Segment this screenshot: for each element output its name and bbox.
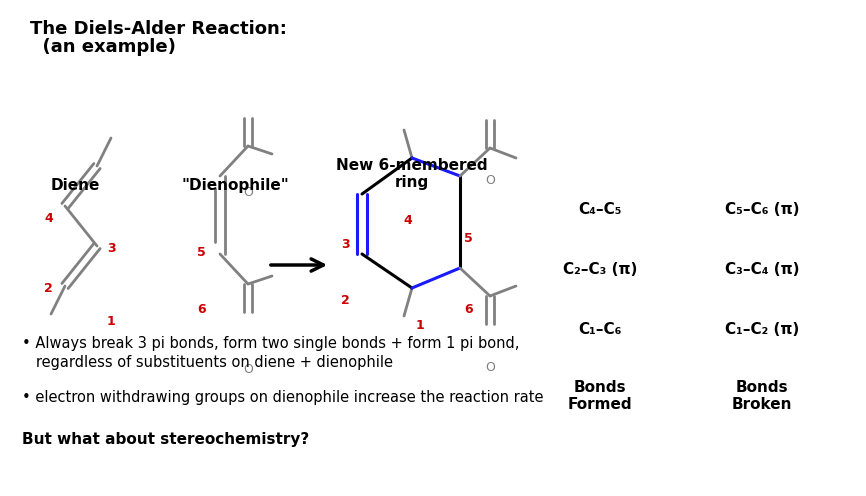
Text: 5: 5: [464, 232, 473, 245]
Text: C₁–C₂ (π): C₁–C₂ (π): [725, 322, 799, 337]
Text: Bonds
Formed: Bonds Formed: [568, 380, 632, 412]
Text: C₂–C₃ (π): C₂–C₃ (π): [563, 262, 637, 277]
Text: 6: 6: [464, 303, 473, 316]
Text: C₃–C₄ (π): C₃–C₄ (π): [725, 262, 799, 277]
Text: 3: 3: [107, 243, 116, 255]
Text: • electron withdrawing groups on dienophile increase the reaction rate: • electron withdrawing groups on dienoph…: [22, 390, 544, 405]
Text: 5: 5: [197, 246, 206, 259]
Text: C₅–C₆ (π): C₅–C₆ (π): [725, 202, 799, 218]
Text: The Diels-Alder Reaction:: The Diels-Alder Reaction:: [30, 20, 287, 38]
Text: C₁–C₆: C₁–C₆: [578, 322, 622, 337]
Text: (an example): (an example): [30, 38, 176, 56]
Text: 4: 4: [44, 212, 53, 225]
Text: 2: 2: [44, 283, 53, 296]
Text: Diene: Diene: [50, 178, 100, 193]
Text: • Always break 3 pi bonds, form two single bonds + form 1 pi bond,: • Always break 3 pi bonds, form two sing…: [22, 336, 520, 351]
Text: 6: 6: [197, 303, 206, 316]
Text: New 6-membered
ring: New 6-membered ring: [336, 158, 488, 190]
Text: "Dienophile": "Dienophile": [181, 178, 289, 193]
Text: regardless of substituents on diene + dienophile: regardless of substituents on diene + di…: [22, 355, 393, 370]
Text: C₄–C₅: C₄–C₅: [578, 202, 622, 218]
Text: But what about stereochemistry?: But what about stereochemistry?: [22, 432, 309, 447]
Text: 4: 4: [404, 214, 412, 227]
Text: O: O: [485, 174, 495, 187]
Text: Bonds
Broken: Bonds Broken: [732, 380, 792, 412]
Text: 3: 3: [341, 238, 350, 250]
Text: 1: 1: [107, 315, 116, 328]
Text: 2: 2: [341, 294, 350, 307]
Text: O: O: [243, 363, 253, 376]
Text: 1: 1: [416, 319, 424, 332]
Text: O: O: [485, 361, 495, 374]
Text: O: O: [243, 186, 253, 199]
